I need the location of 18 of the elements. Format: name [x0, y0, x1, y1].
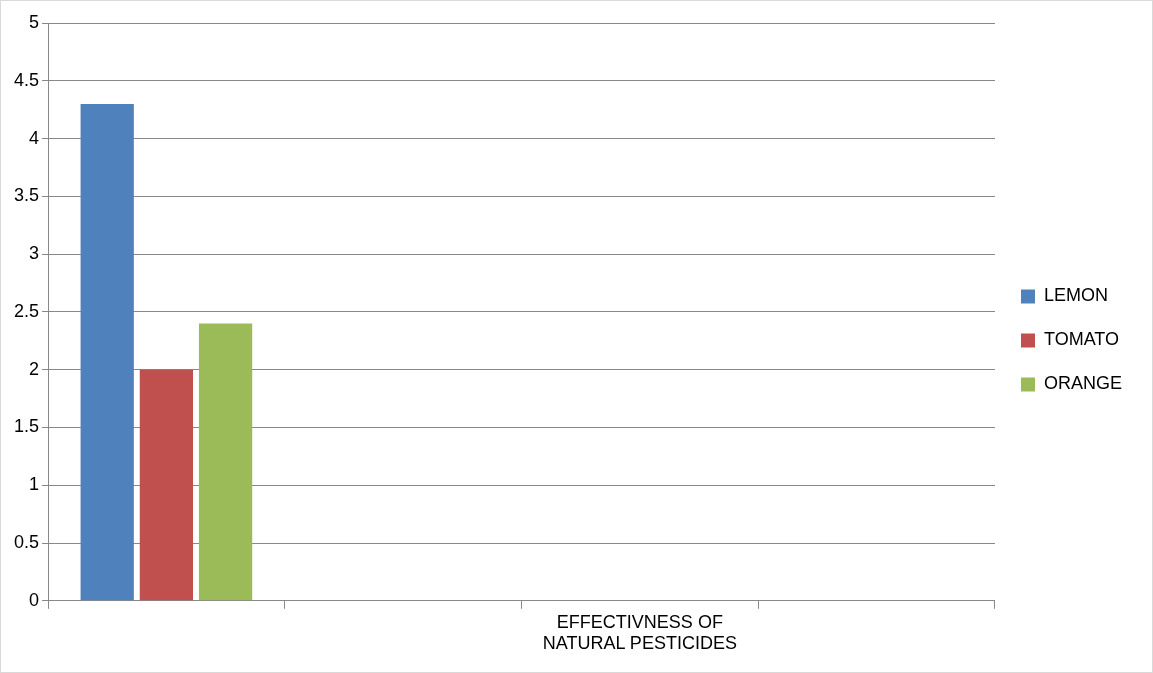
bar — [198, 323, 253, 601]
legend-label: ORANGE — [1043, 373, 1122, 394]
legend-label: TOMATO — [1043, 329, 1119, 350]
bar — [139, 369, 194, 601]
y-tick-label: 4.5 — [13, 69, 40, 90]
bar — [80, 103, 134, 601]
y-tick-label: 2.5 — [13, 300, 40, 321]
y-tick-label: 1 — [29, 474, 40, 495]
legend-label: LEMON — [1043, 285, 1108, 306]
x-tick-label: EFFECTIVNESS OF NATURAL PESTICIDES — [542, 611, 737, 654]
y-tick-label: 3 — [29, 243, 40, 264]
y-tick-label: 1.5 — [13, 416, 40, 437]
y-tick-label: 0.5 — [13, 531, 40, 552]
y-tick-label: 3.5 — [13, 185, 40, 206]
y-tick-label: 5 — [29, 11, 40, 32]
y-tick-label: 0 — [29, 589, 40, 610]
y-tick-label: 4 — [29, 127, 40, 148]
y-tick-label: 2 — [29, 358, 40, 379]
